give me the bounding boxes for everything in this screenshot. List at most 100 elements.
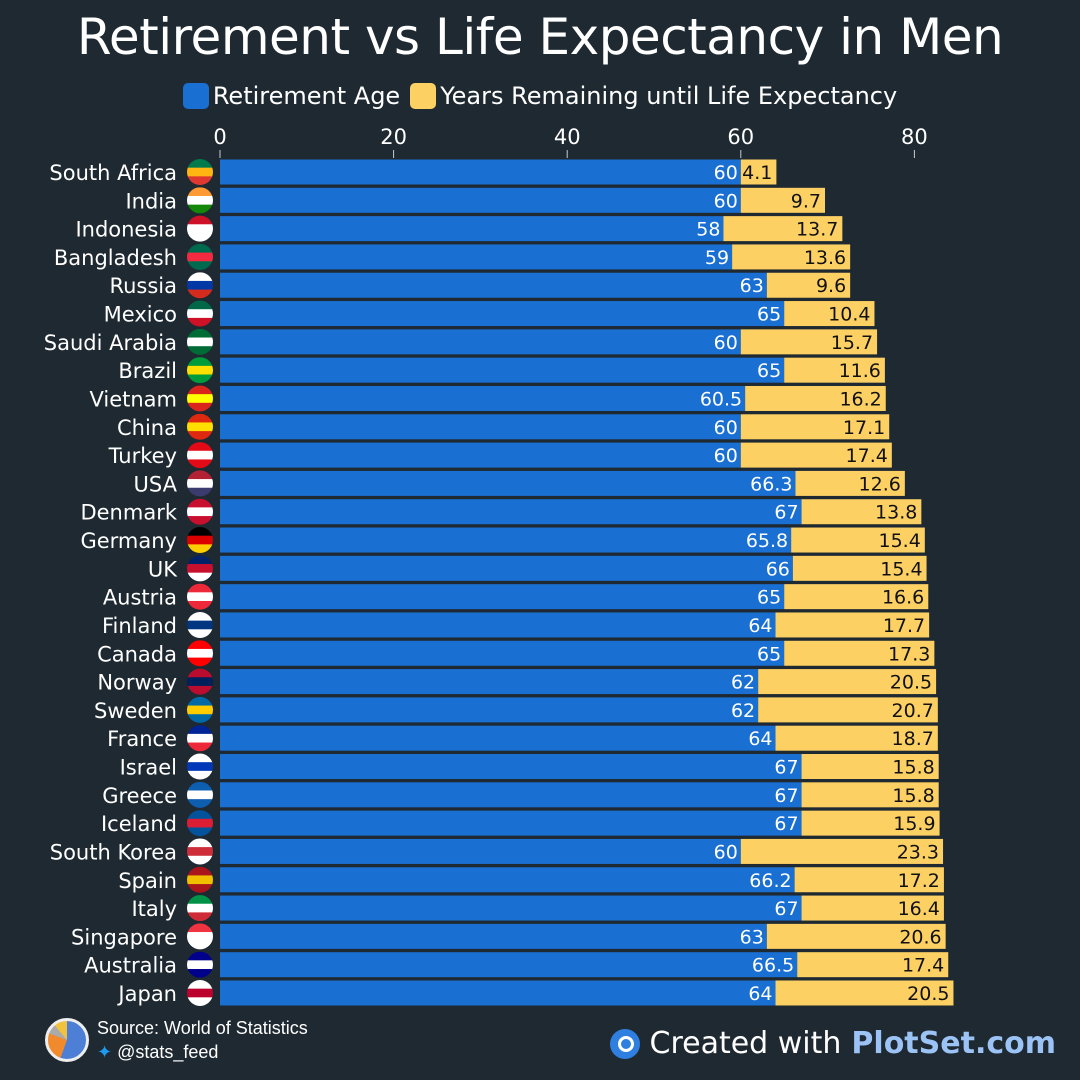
country-label: Brazil [118, 359, 177, 383]
flag-icon-stripe [187, 620, 213, 630]
bar-years-remaining [740, 187, 825, 213]
bar-years-remaining [801, 810, 940, 836]
flag-icon-stripe [187, 555, 213, 565]
bar-retirement-age [220, 669, 759, 695]
remaining-value-label: 17.2 [898, 870, 940, 892]
bar-retirement-age [220, 725, 776, 751]
x-tick-label: 20 [380, 125, 407, 149]
country-label: France [107, 727, 177, 751]
remaining-value-label: 20.7 [892, 700, 934, 722]
bar-retirement-age [220, 301, 785, 327]
flag-icon-stripe [187, 988, 213, 998]
country-label: Saudi Arabia [44, 331, 177, 355]
retirement-value-label: 67 [774, 898, 798, 920]
bar-years-remaining [766, 923, 946, 949]
flag-icon-stripe [187, 705, 213, 715]
pie-logo-icon [45, 1018, 89, 1062]
retirement-value-label: 67 [774, 813, 798, 835]
remaining-value-label: 17.1 [843, 417, 885, 439]
retirement-value-label: 60 [714, 841, 738, 863]
bar-retirement-age [220, 697, 759, 723]
bar-years-remaining [801, 782, 939, 808]
legend-swatch-yellow [410, 83, 437, 109]
flag-icon-stripe [187, 272, 213, 282]
bar-years-remaining [801, 895, 944, 921]
flag-icon-stripe [187, 640, 213, 650]
remaining-value-label: 13.8 [875, 502, 917, 524]
twitter-handle[interactable]: ✦ @stats_feed [97, 1040, 308, 1064]
bar-retirement-age [220, 782, 802, 808]
country-label: Russia [109, 274, 177, 298]
flag-icon-stripe [187, 328, 213, 339]
flag-icon-stripe [187, 648, 213, 659]
flag-icon-stripe [187, 629, 213, 638]
flag-icon-stripe [187, 470, 213, 480]
flag-icon-stripe [187, 487, 213, 497]
retirement-value-label: 60 [714, 332, 738, 354]
retirement-value-label: 66.5 [752, 955, 794, 977]
chart-title: Retirement vs Life Expectancy in Men [76, 8, 1004, 66]
retirement-value-label: 65.8 [746, 530, 788, 552]
flag-icon-stripe [187, 544, 213, 554]
remaining-value-label: 16.6 [882, 587, 924, 609]
country-label: Italy [131, 897, 177, 921]
flag-icon-stripe [187, 818, 213, 828]
country-label: Japan [116, 982, 177, 1006]
country-label: Bangladesh [54, 246, 177, 270]
bar-retirement-age [220, 923, 767, 949]
plotset-credit[interactable]: Created with PlotSet.com [609, 1026, 1056, 1061]
bar-retirement-age [220, 584, 785, 610]
country-label: South Korea [50, 840, 177, 864]
flag-icon-stripe [187, 394, 213, 404]
bar-retirement-age [220, 754, 802, 780]
flag-icon-stripe [187, 923, 213, 933]
bar-retirement-age [220, 357, 785, 383]
retirement-value-label: 66 [766, 558, 790, 580]
flag-icon-stripe [187, 564, 213, 574]
bar-years-remaining [792, 555, 927, 581]
flag-icon-stripe [187, 413, 213, 423]
flag-icon-stripe [187, 346, 213, 355]
plotset-logo-icon [609, 1028, 640, 1059]
flag-icon-stripe [187, 309, 213, 319]
remaining-value-label: 15.4 [880, 558, 922, 580]
bar-years-remaining [740, 329, 878, 355]
country-label: Turkey [108, 444, 177, 468]
retirement-value-label: 65 [757, 304, 781, 326]
flag-icon-stripe [187, 685, 213, 695]
retirement-value-label: 66.3 [750, 473, 792, 495]
country-label: Finland [102, 614, 177, 638]
retirement-value-label: 60 [714, 417, 738, 439]
country-label: Canada [97, 642, 177, 666]
bar-years-remaining [784, 301, 875, 327]
country-label: China [117, 416, 177, 440]
country-label: India [125, 189, 177, 213]
flag-icon-stripe [187, 979, 213, 990]
flag-icon-stripe [187, 450, 213, 460]
bar-years-remaining [740, 838, 944, 864]
flag-icon-stripe [187, 932, 213, 942]
country-label: Austria [103, 586, 177, 610]
country-label: Spain [118, 869, 177, 893]
flag-icon-stripe [187, 592, 213, 602]
country-label: Germany [80, 529, 177, 553]
flag-icon-stripe [187, 204, 213, 214]
flag-icon-stripe [187, 951, 213, 961]
handle-text: @stats_feed [117, 1042, 219, 1062]
flag-icon-stripe [187, 252, 213, 262]
bar-years-remaining [784, 584, 929, 610]
country-label: Singapore [71, 925, 177, 949]
bar-years-remaining [745, 385, 886, 411]
legend-item-remaining: Years Remaining until Life Expectancy [410, 82, 897, 110]
flag-icon-stripe [187, 810, 213, 820]
remaining-value-label: 17.3 [888, 643, 930, 665]
flag-icon-stripe [187, 535, 213, 545]
legend-label: Years Remaining until Life Expectancy [440, 82, 898, 110]
flag-icon-stripe [187, 402, 213, 412]
legend-item-retirement: Retirement Age [182, 82, 400, 110]
country-label: Sweden [94, 699, 177, 723]
remaining-value-label: 16.4 [898, 898, 940, 920]
flag-icon-stripe [187, 374, 213, 384]
flag-icon-stripe [187, 232, 213, 242]
flag-icon-stripe [187, 357, 213, 367]
